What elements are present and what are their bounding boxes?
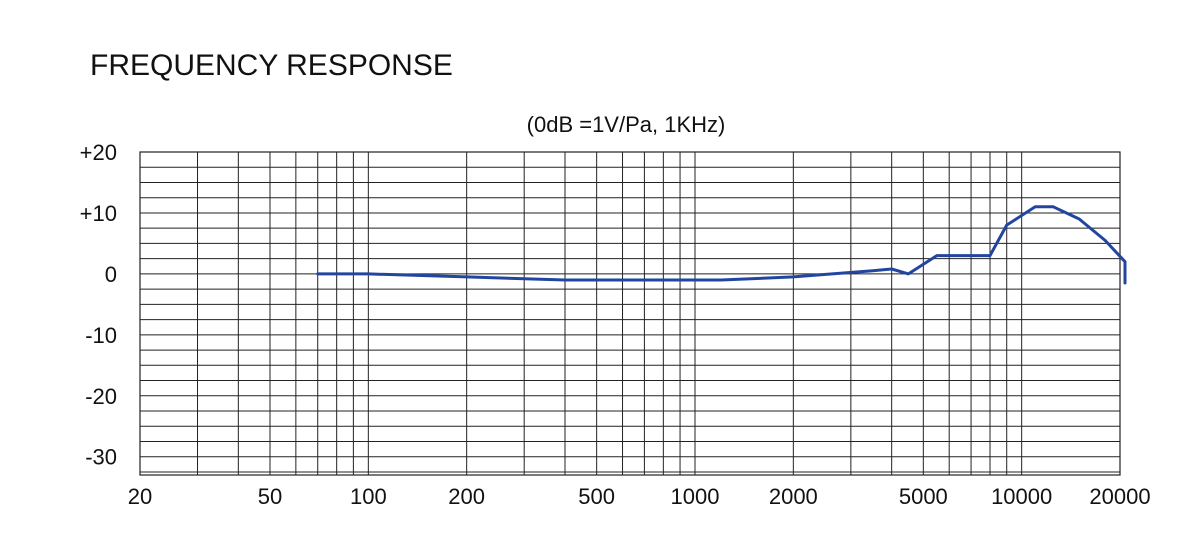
x-tick-label: 100 (350, 484, 387, 509)
chart-subtitle: (0dB =1V/Pa, 1KHz) (527, 112, 726, 137)
y-tick-label: 0 (105, 262, 117, 287)
y-tick-label: +20 (80, 140, 117, 165)
x-tick-label: 2000 (769, 484, 818, 509)
y-tick-label: +10 (80, 201, 117, 226)
plot-frame (139, 151, 1121, 476)
axis-ticks: 20 50 100 200 500 1000 2000 5000 10000 20000 +20 +1… (80, 140, 1151, 509)
x-tick-label: 50 (258, 484, 282, 509)
x-tick-label: 200 (448, 484, 485, 509)
y-tick-label: -20 (85, 384, 117, 409)
x-tick-label: 10000 (991, 484, 1052, 509)
y-tick-label: -10 (85, 323, 117, 348)
chart-title: FREQUENCY RESPONSE (90, 49, 453, 82)
x-tick-label: 500 (578, 484, 615, 509)
x-tick-label: 20 (128, 484, 152, 509)
x-tick-label: 20000 (1089, 484, 1150, 509)
series-group (316, 205, 1127, 285)
x-tick-label: 5000 (899, 484, 948, 509)
response-curve-line (316, 205, 1127, 285)
y-tick-label: -30 (85, 445, 117, 470)
x-tick-label: 1000 (671, 484, 720, 509)
plot-grid (139, 151, 1121, 476)
